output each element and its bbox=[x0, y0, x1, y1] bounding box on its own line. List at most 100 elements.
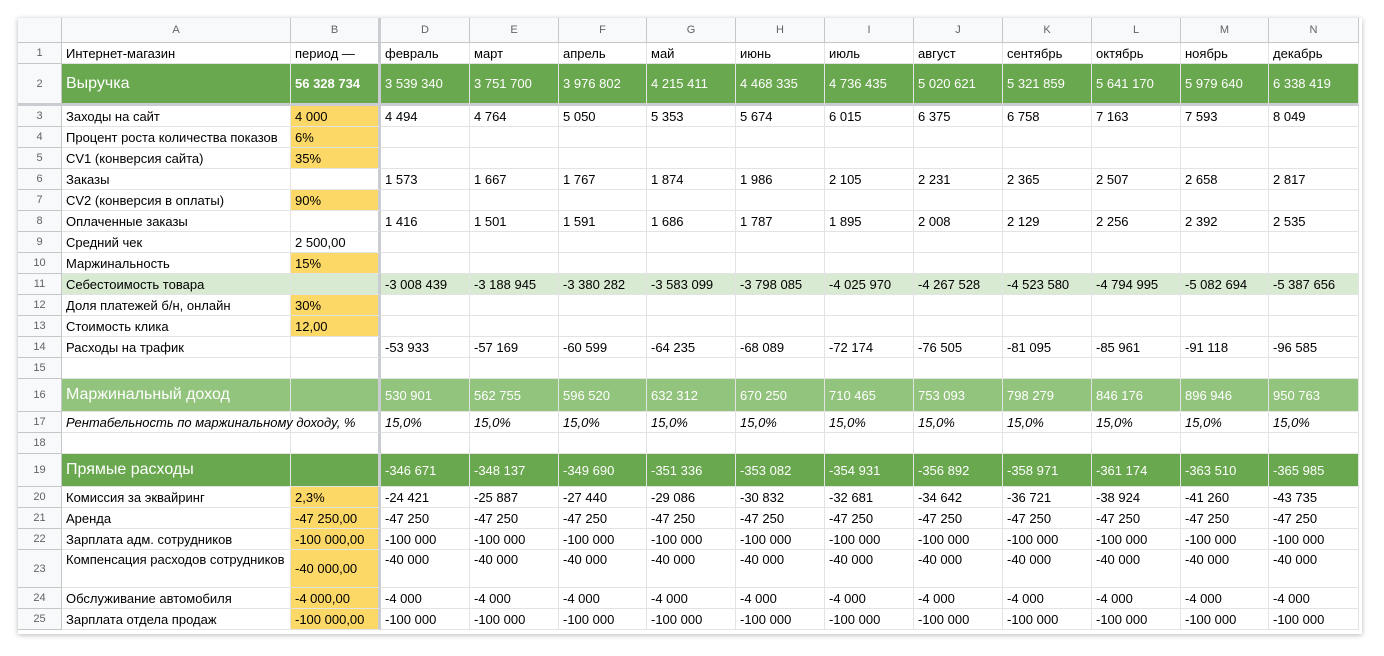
label-cell[interactable]: Обслуживание автомобиля bbox=[62, 588, 291, 609]
value-cell[interactable]: -100 000 bbox=[647, 529, 736, 550]
value-cell[interactable] bbox=[1269, 127, 1359, 148]
value-cell[interactable]: 2 008 bbox=[914, 211, 1003, 232]
value-cell[interactable]: -3 380 282 bbox=[559, 274, 647, 295]
value-cell[interactable]: -32 681 bbox=[825, 487, 914, 508]
value-cell[interactable]: -40 000 bbox=[559, 550, 647, 588]
value-cell[interactable]: 15,0% bbox=[825, 412, 914, 433]
value-cell[interactable] bbox=[914, 433, 1003, 454]
label-cell[interactable]: Доля платежей б/н, онлайн bbox=[62, 295, 291, 316]
value-cell[interactable] bbox=[1003, 232, 1092, 253]
label-cell[interactable]: Себестоимость товара bbox=[62, 274, 291, 295]
value-cell[interactable]: 562 755 bbox=[470, 379, 559, 412]
row-number[interactable]: 22 bbox=[18, 529, 62, 550]
value-cell[interactable]: -100 000 bbox=[470, 529, 559, 550]
value-cell[interactable]: -4 000 bbox=[470, 588, 559, 609]
row-number[interactable]: 1 bbox=[18, 43, 62, 64]
value-cell[interactable]: -24 421 bbox=[381, 487, 470, 508]
row-number[interactable]: 25 bbox=[18, 609, 62, 630]
column-header-g[interactable]: G bbox=[647, 18, 736, 43]
value-cell[interactable] bbox=[1092, 358, 1181, 379]
value-cell[interactable]: август bbox=[914, 43, 1003, 64]
value-cell[interactable]: -36 721 bbox=[1003, 487, 1092, 508]
param-cell[interactable] bbox=[291, 454, 381, 487]
value-cell[interactable]: 1 501 bbox=[470, 211, 559, 232]
value-cell[interactable]: -5 082 694 bbox=[1181, 274, 1269, 295]
value-cell[interactable]: 4 736 435 bbox=[825, 64, 914, 106]
row-number[interactable]: 12 bbox=[18, 295, 62, 316]
label-cell[interactable]: Заходы на сайт bbox=[62, 106, 291, 127]
value-cell[interactable]: 6 375 bbox=[914, 106, 1003, 127]
value-cell[interactable]: 2 231 bbox=[914, 169, 1003, 190]
value-cell[interactable]: -100 000 bbox=[914, 609, 1003, 630]
value-cell[interactable]: -100 000 bbox=[559, 609, 647, 630]
value-cell[interactable]: 15,0% bbox=[647, 412, 736, 433]
value-cell[interactable] bbox=[825, 253, 914, 274]
value-cell[interactable] bbox=[1269, 190, 1359, 211]
value-cell[interactable]: -4 000 bbox=[914, 588, 1003, 609]
value-cell[interactable] bbox=[470, 148, 559, 169]
value-cell[interactable] bbox=[1269, 316, 1359, 337]
value-cell[interactable]: -91 118 bbox=[1181, 337, 1269, 358]
value-cell[interactable]: март bbox=[470, 43, 559, 64]
value-cell[interactable] bbox=[1092, 148, 1181, 169]
row-number[interactable]: 9 bbox=[18, 232, 62, 253]
param-cell[interactable] bbox=[291, 358, 381, 379]
value-cell[interactable] bbox=[1092, 295, 1181, 316]
value-cell[interactable]: -5 387 656 bbox=[1269, 274, 1359, 295]
value-cell[interactable]: -356 892 bbox=[914, 454, 1003, 487]
value-cell[interactable] bbox=[647, 127, 736, 148]
label-cell[interactable]: Расходы на трафик bbox=[62, 337, 291, 358]
value-cell[interactable]: -351 336 bbox=[647, 454, 736, 487]
value-cell[interactable]: апрель bbox=[559, 43, 647, 64]
param-cell[interactable] bbox=[291, 433, 381, 454]
value-cell[interactable]: 3 751 700 bbox=[470, 64, 559, 106]
value-cell[interactable] bbox=[914, 253, 1003, 274]
value-cell[interactable]: -47 250 bbox=[1269, 508, 1359, 529]
value-cell[interactable]: 4 468 335 bbox=[736, 64, 825, 106]
value-cell[interactable]: 15,0% bbox=[1003, 412, 1092, 433]
value-cell[interactable]: -57 169 bbox=[470, 337, 559, 358]
value-cell[interactable]: -361 174 bbox=[1092, 454, 1181, 487]
value-cell[interactable] bbox=[1092, 127, 1181, 148]
value-cell[interactable]: 596 520 bbox=[559, 379, 647, 412]
value-cell[interactable]: -29 086 bbox=[647, 487, 736, 508]
value-cell[interactable] bbox=[1003, 127, 1092, 148]
column-header-f[interactable]: F bbox=[559, 18, 647, 43]
param-cell[interactable]: 30% bbox=[291, 295, 381, 316]
value-cell[interactable] bbox=[470, 127, 559, 148]
value-cell[interactable] bbox=[1269, 148, 1359, 169]
param-cell[interactable] bbox=[291, 211, 381, 232]
value-cell[interactable]: 15,0% bbox=[1092, 412, 1181, 433]
value-cell[interactable]: -68 089 bbox=[736, 337, 825, 358]
value-cell[interactable] bbox=[736, 253, 825, 274]
value-cell[interactable]: -100 000 bbox=[559, 529, 647, 550]
value-cell[interactable]: -4 000 bbox=[647, 588, 736, 609]
param-cell[interactable]: 4 000 bbox=[291, 106, 381, 127]
value-cell[interactable]: -346 671 bbox=[381, 454, 470, 487]
value-cell[interactable] bbox=[559, 316, 647, 337]
value-cell[interactable]: -3 798 085 bbox=[736, 274, 825, 295]
value-cell[interactable]: -4 000 bbox=[825, 588, 914, 609]
value-cell[interactable]: -100 000 bbox=[1003, 609, 1092, 630]
value-cell[interactable]: -40 000 bbox=[1269, 550, 1359, 588]
value-cell[interactable] bbox=[1181, 316, 1269, 337]
value-cell[interactable]: -40 000 bbox=[1092, 550, 1181, 588]
value-cell[interactable] bbox=[1181, 433, 1269, 454]
value-cell[interactable] bbox=[914, 127, 1003, 148]
value-cell[interactable]: -34 642 bbox=[914, 487, 1003, 508]
value-cell[interactable]: 1 895 bbox=[825, 211, 914, 232]
value-cell[interactable]: -47 250 bbox=[1092, 508, 1181, 529]
value-cell[interactable] bbox=[1003, 148, 1092, 169]
value-cell[interactable] bbox=[559, 232, 647, 253]
label-cell[interactable]: Процент роста количества показов bbox=[62, 127, 291, 148]
value-cell[interactable]: 2 129 bbox=[1003, 211, 1092, 232]
value-cell[interactable] bbox=[647, 316, 736, 337]
label-cell[interactable] bbox=[62, 358, 291, 379]
param-cell[interactable]: -4 000,00 bbox=[291, 588, 381, 609]
value-cell[interactable]: 1 874 bbox=[647, 169, 736, 190]
value-cell[interactable]: 6 758 bbox=[1003, 106, 1092, 127]
value-cell[interactable]: 2 105 bbox=[825, 169, 914, 190]
value-cell[interactable]: -40 000 bbox=[381, 550, 470, 588]
column-header-h[interactable]: H bbox=[736, 18, 825, 43]
value-cell[interactable] bbox=[736, 190, 825, 211]
